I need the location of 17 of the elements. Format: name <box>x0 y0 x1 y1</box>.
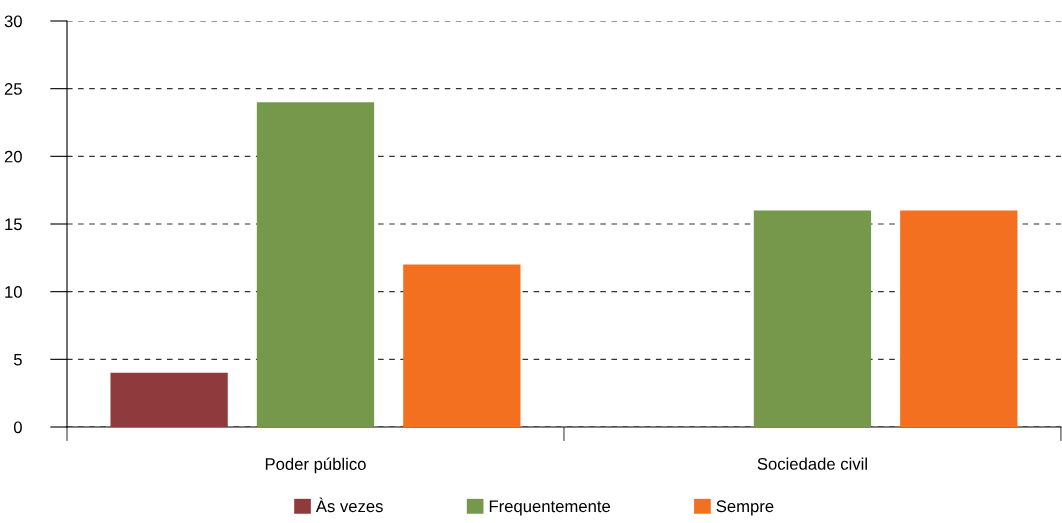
y-tick-label: 5 <box>13 353 22 366</box>
y-tick-label: 10 <box>5 286 22 298</box>
legend-label: Sempre <box>716 500 774 516</box>
y-tick-label: 30 <box>4 15 22 28</box>
legend-label: Frequentemente <box>489 500 611 516</box>
bar <box>256 102 375 427</box>
y-tick-label: 25 <box>4 83 22 95</box>
x-tick-label: Sociedade civil <box>757 457 867 470</box>
y-tick-label: 0 <box>13 421 22 434</box>
bar <box>900 210 1018 427</box>
y-tick-label: 15 <box>5 218 22 231</box>
legend-label: Às vezes <box>315 497 383 513</box>
bar <box>110 372 228 427</box>
bar <box>753 210 872 427</box>
y-tick-label: 20 <box>4 150 22 163</box>
bar <box>403 264 521 427</box>
x-tick-label: Poder público <box>265 457 366 474</box>
